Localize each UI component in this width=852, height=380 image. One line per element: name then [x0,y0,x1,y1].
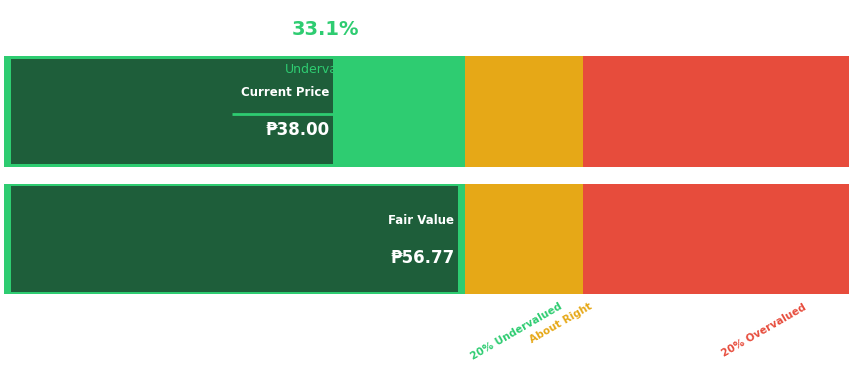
Text: 33.1%: 33.1% [291,20,359,39]
Bar [11,187,458,292]
Text: ₱38.00: ₱38.00 [265,121,329,139]
Bar [582,56,848,167]
Bar [582,184,848,294]
Text: Undervalued: Undervalued [285,63,365,76]
Bar [11,59,332,165]
Bar [464,56,582,167]
Bar [4,56,464,167]
Text: About Right: About Right [527,302,593,345]
Text: ₱56.77: ₱56.77 [389,249,454,267]
Bar [464,184,582,294]
Text: Current Price: Current Price [241,86,329,99]
Text: 20% Overvalued: 20% Overvalued [719,302,807,358]
Bar [4,184,464,294]
Text: Fair Value: Fair Value [388,214,454,227]
Text: 20% Undervalued: 20% Undervalued [469,302,563,362]
